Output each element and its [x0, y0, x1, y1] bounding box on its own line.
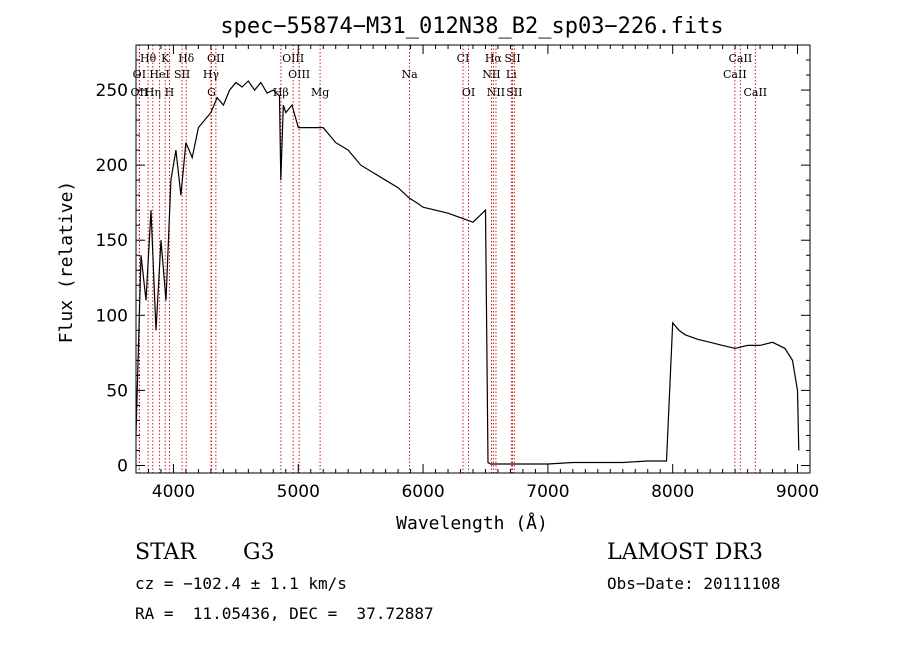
line-marker-label: Mg: [311, 86, 329, 99]
line-marker-label: OII: [131, 86, 149, 99]
line-marker-label: K: [161, 52, 170, 65]
line-marker-label: Hδ: [178, 52, 195, 65]
line-marker-label: HeI: [149, 68, 169, 81]
x-axis-label: Wavelength (Å): [396, 512, 548, 534]
x-tick-label: 5000: [277, 482, 320, 502]
x-tick-label: 9000: [776, 482, 819, 502]
line-marker-label: Hβ: [273, 86, 289, 99]
observation-date: Obs−Date: 20111108: [607, 574, 781, 593]
coordinates: RA = 11.05436, DEC = 37.72887: [135, 604, 434, 623]
x-tick-label: 6000: [401, 482, 444, 502]
line-marker-label: CaII: [743, 86, 767, 99]
line-marker-label: CI: [457, 52, 470, 65]
line-marker-label: Hθ: [140, 52, 157, 65]
x-tick-label: 7000: [526, 482, 569, 502]
survey-name: LAMOST DR3: [607, 540, 763, 565]
line-marker-label: NII: [482, 68, 500, 81]
object-class: STAR: [135, 540, 196, 565]
y-tick-label: 0: [117, 456, 128, 476]
line-marker-label: H: [165, 86, 175, 99]
line-marker-label: Hη: [145, 86, 161, 99]
spectral-subclass: G3: [243, 540, 275, 565]
plot-frame: [135, 44, 811, 474]
line-marker-label: SII: [504, 52, 520, 65]
line-marker-label: OII: [207, 52, 225, 65]
line-marker-label: SII: [506, 86, 522, 99]
line-marker-label: OIII: [288, 68, 310, 81]
line-marker-label: CaII: [729, 52, 753, 65]
y-tick-label: 100: [96, 306, 128, 326]
y-tick-label: 50: [106, 381, 128, 401]
y-axis-label: Flux (relative): [56, 181, 77, 344]
line-marker-label: Li: [506, 68, 517, 81]
line-marker-label: OIII: [282, 52, 304, 65]
line-marker-label: Hα: [485, 52, 503, 65]
flux-series-line: [135, 80, 800, 465]
line-marker-label: G: [207, 86, 216, 99]
x-tick-label: 4000: [152, 482, 195, 502]
line-marker-label: Na: [402, 68, 419, 81]
line-marker-label: SII: [174, 68, 190, 81]
line-marker-label: NII: [487, 86, 505, 99]
redshift-cz: cz = −102.4 ± 1.1 km/s: [135, 574, 347, 593]
y-tick-label: 200: [96, 156, 128, 176]
axis-ticks: 4000 5000 6000 7000 8000 9000 0 50 100 150 200 250: [96, 45, 819, 502]
y-tick-label: 250: [96, 81, 128, 101]
line-marker-label: CaII: [723, 68, 747, 81]
y-tick-label: 150: [96, 231, 128, 251]
line-marker-label: OI: [462, 86, 475, 99]
chart-title: spec−55874−M31_012N38_B2_sp03−226.fits: [220, 14, 723, 39]
x-tick-label: 8000: [651, 482, 694, 502]
